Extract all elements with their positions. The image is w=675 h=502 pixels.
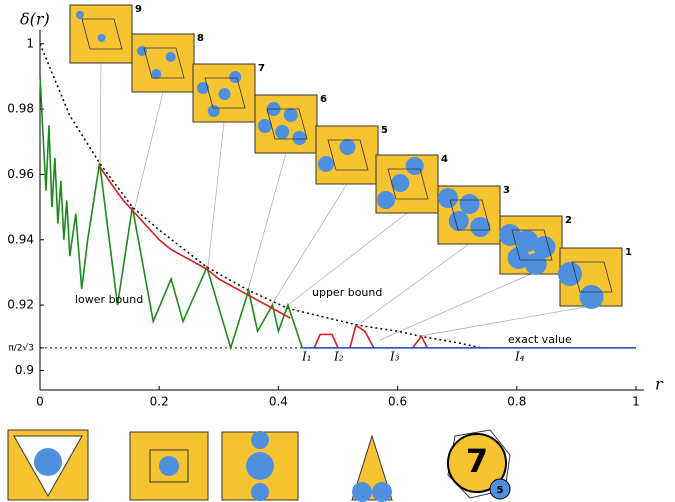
interval-label: I₃ xyxy=(389,350,400,364)
connector xyxy=(247,152,287,291)
inset-cell xyxy=(387,168,429,200)
inset-disk xyxy=(258,119,272,133)
inset-cell xyxy=(449,199,491,231)
x-tick-label: 1 xyxy=(632,395,640,409)
inset-number: 3 xyxy=(503,185,510,196)
inset-disk xyxy=(579,285,604,309)
x-axis-label: r xyxy=(655,375,664,394)
y-tick-label: 0.9 xyxy=(15,363,34,377)
connector xyxy=(207,121,225,268)
x-tick-label: 0.4 xyxy=(269,395,288,409)
inset-disk xyxy=(283,108,298,122)
x-tick-label: 0.6 xyxy=(388,395,407,409)
x-tick-label: 0.2 xyxy=(150,395,169,409)
series-line xyxy=(98,165,429,349)
inset-disk xyxy=(459,194,480,214)
x-tick-label: 0.8 xyxy=(507,395,526,409)
connector xyxy=(99,62,102,164)
inset-disk xyxy=(318,156,334,172)
y-tick-label: 0.92 xyxy=(7,298,34,312)
connector xyxy=(134,91,164,208)
inset-disk xyxy=(76,11,84,19)
y-tick-label: 0.98 xyxy=(7,102,34,116)
connector xyxy=(287,212,408,306)
inset-number: 1 xyxy=(625,247,632,258)
inset-number: 7 xyxy=(466,442,488,480)
y-tick-label: 1 xyxy=(26,36,34,50)
y-tick-label: 0.96 xyxy=(7,167,34,181)
inset-disk xyxy=(470,217,491,237)
inset-disk xyxy=(97,34,106,42)
inset-number: 9 xyxy=(135,4,142,15)
inset-disk xyxy=(499,224,521,246)
x-tick-label: 0 xyxy=(36,395,44,409)
inset-number: 4 xyxy=(441,154,448,165)
inset-disk xyxy=(339,139,356,155)
connector xyxy=(271,183,348,305)
inset-disk xyxy=(516,230,539,252)
inset-disk xyxy=(197,82,209,94)
inset-number: 6 xyxy=(320,94,327,105)
connector xyxy=(357,243,470,326)
connector xyxy=(419,305,592,337)
bottom-insets: 7 5 xyxy=(7,429,511,502)
y-axis-label: δ(r) xyxy=(20,10,50,29)
inset-number: 2 xyxy=(565,215,572,226)
inset-disk xyxy=(218,88,231,100)
inset-disk xyxy=(507,247,530,269)
inset-number: 5 xyxy=(497,485,504,496)
inset-number: 5 xyxy=(381,125,388,136)
inset-cell xyxy=(266,108,308,140)
inset-disk xyxy=(524,253,547,275)
inset-cell xyxy=(571,261,613,293)
inset-disk xyxy=(377,191,395,209)
interval-label: I₂ xyxy=(333,350,344,364)
series-line xyxy=(39,76,303,351)
interval-label: I₁ xyxy=(301,350,312,364)
series-label: exact value xyxy=(508,333,572,346)
inset-disk xyxy=(558,262,582,286)
series-label: lower bound xyxy=(75,293,143,306)
interval-label: I₄ xyxy=(514,350,525,364)
connector xyxy=(379,273,532,341)
inset xyxy=(131,33,195,93)
inset-cell xyxy=(204,77,246,109)
y-tick-label: π/2√3 xyxy=(8,342,34,353)
inset-disk xyxy=(151,69,162,79)
series-label: upper bound xyxy=(312,286,382,299)
y-tick-label: 0.94 xyxy=(7,232,34,246)
inset-disk xyxy=(207,105,220,117)
inset-disk xyxy=(438,188,458,208)
inset-disk xyxy=(448,211,469,231)
inset-disk xyxy=(229,71,242,83)
inset xyxy=(315,125,379,185)
inset-cell xyxy=(81,18,123,50)
inset-disk xyxy=(405,157,424,175)
inset-cell xyxy=(143,47,185,79)
inset-disk xyxy=(391,174,410,192)
inset-disk xyxy=(292,131,307,145)
inset-cell xyxy=(511,229,553,261)
inset-number: 8 xyxy=(197,33,204,44)
inset-disk xyxy=(533,236,556,258)
inset-disk xyxy=(165,52,176,62)
inset-disk xyxy=(275,125,290,139)
inset-cell xyxy=(327,139,369,171)
inset-number: 7 xyxy=(258,63,265,74)
